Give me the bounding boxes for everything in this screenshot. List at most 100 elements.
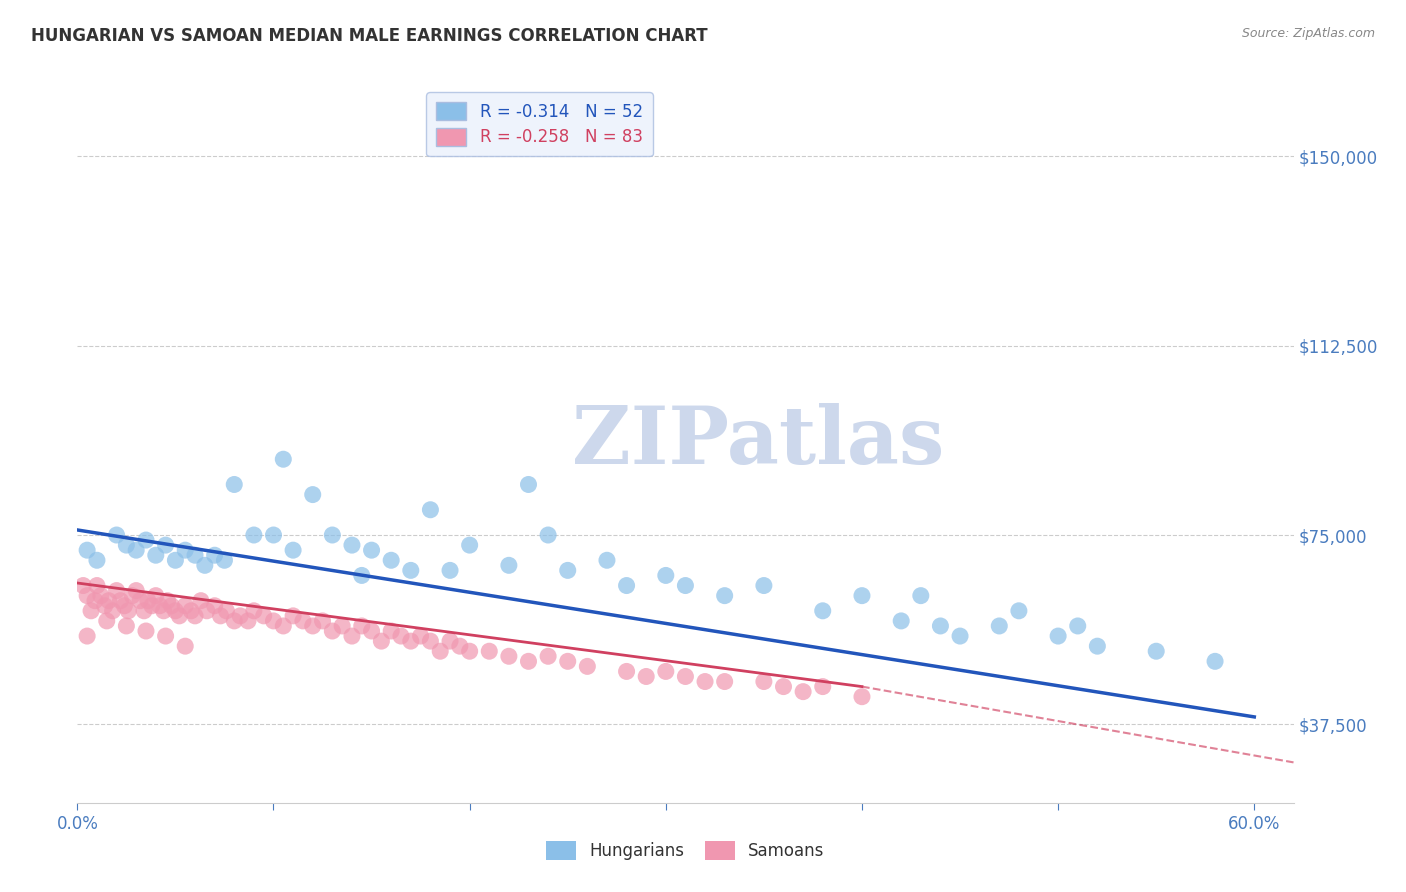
Point [616, 665, 638, 679]
Point [330, 619, 353, 633]
Point [80, 604, 103, 618]
Point [311, 614, 333, 628]
Point [125, 543, 148, 558]
Point [180, 604, 202, 618]
Point [97, 593, 120, 607]
Point [76, 629, 98, 643]
Point [112, 599, 135, 613]
Legend: Hungarians, Samoans: Hungarians, Samoans [540, 835, 831, 867]
Point [224, 614, 246, 628]
Point [243, 528, 266, 542]
Point [115, 619, 138, 633]
Point [145, 589, 167, 603]
Point [458, 644, 481, 658]
Point [360, 543, 382, 558]
Point [655, 665, 678, 679]
Point [811, 604, 834, 618]
Point [557, 563, 579, 577]
Point [537, 528, 560, 542]
Point [389, 629, 412, 643]
Point [281, 608, 304, 623]
Point [160, 599, 183, 613]
Point [910, 589, 932, 603]
Point [174, 599, 197, 613]
Point [105, 583, 128, 598]
Point [1144, 644, 1167, 658]
Point [449, 639, 471, 653]
Point [419, 634, 441, 648]
Point [949, 629, 972, 643]
Point [243, 604, 266, 618]
Point [380, 553, 402, 567]
Point [174, 543, 197, 558]
Point [135, 533, 157, 547]
Point [169, 608, 191, 623]
Point [399, 563, 422, 577]
Point [165, 604, 187, 618]
Point [94, 599, 117, 613]
Point [141, 599, 163, 613]
Point [429, 644, 451, 658]
Point [117, 604, 139, 618]
Point [224, 477, 246, 491]
Point [204, 599, 226, 613]
Point [149, 599, 172, 613]
Point [263, 614, 285, 628]
Point [321, 528, 343, 542]
Point [340, 629, 363, 643]
Point [557, 654, 579, 668]
Point [752, 674, 775, 689]
Point [301, 487, 323, 501]
Point [76, 543, 98, 558]
Point [271, 619, 294, 633]
Point [101, 604, 124, 618]
Point [90, 589, 112, 603]
Point [194, 558, 217, 573]
Point [152, 604, 174, 618]
Point [86, 553, 108, 567]
Point [204, 548, 226, 562]
Point [184, 548, 207, 562]
Point [890, 614, 912, 628]
Point [135, 624, 157, 638]
Point [713, 674, 735, 689]
Point [155, 629, 177, 643]
Point [125, 583, 148, 598]
Point [537, 649, 560, 664]
Point [115, 538, 138, 552]
Point [851, 690, 873, 704]
Point [321, 624, 343, 638]
Point [86, 578, 108, 592]
Point [105, 528, 128, 542]
Point [713, 589, 735, 603]
Point [121, 589, 143, 603]
Point [301, 619, 323, 633]
Point [291, 614, 314, 628]
Point [195, 604, 218, 618]
Point [517, 654, 540, 668]
Point [409, 629, 432, 643]
Point [209, 608, 232, 623]
Point [72, 578, 94, 592]
Point [236, 614, 259, 628]
Point [1067, 619, 1090, 633]
Text: ZIPatlas: ZIPatlas [572, 402, 945, 481]
Point [350, 619, 373, 633]
Point [84, 593, 107, 607]
Point [752, 578, 775, 592]
Point [1085, 639, 1108, 653]
Point [380, 624, 402, 638]
Point [1008, 604, 1031, 618]
Point [1204, 654, 1226, 668]
Point [576, 659, 599, 673]
Point [772, 680, 794, 694]
Point [215, 604, 238, 618]
Point [851, 589, 873, 603]
Point [156, 593, 179, 607]
Point [350, 568, 373, 582]
Point [478, 644, 501, 658]
Point [110, 593, 132, 607]
Point [145, 548, 167, 562]
Point [811, 680, 834, 694]
Point [675, 669, 697, 683]
